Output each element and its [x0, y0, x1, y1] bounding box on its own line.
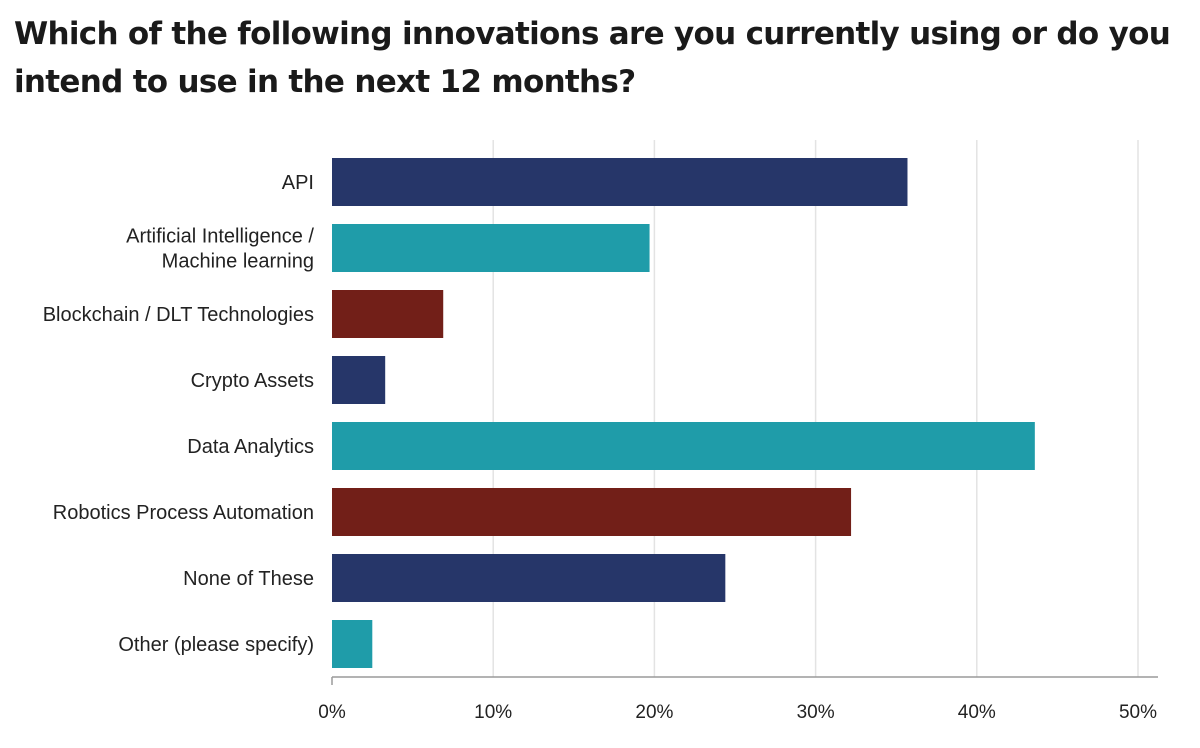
chart-title: Which of the following innovations are y… — [14, 16, 1171, 100]
bar — [332, 422, 1035, 470]
bar — [332, 356, 386, 404]
category-label: Robotics Process Automation — [53, 502, 314, 524]
bar — [332, 224, 650, 272]
category-label: Machine learning — [162, 251, 314, 273]
x-tick-label: 30% — [797, 702, 835, 723]
x-tick-label: 50% — [1119, 702, 1157, 723]
x-tick-label: 40% — [958, 702, 996, 723]
category-label: Crypto Assets — [191, 370, 314, 392]
bar — [332, 620, 373, 668]
x-tick-label: 20% — [635, 702, 673, 723]
category-label: API — [282, 172, 314, 194]
bar — [332, 488, 852, 536]
category-label: Blockchain / DLT Technologies — [43, 304, 314, 326]
bar — [332, 158, 908, 206]
category-label: None of These — [183, 568, 314, 590]
bar — [332, 290, 444, 338]
category-label: Data Analytics — [187, 436, 314, 458]
category-label: Artificial Intelligence / — [126, 226, 314, 248]
bar — [332, 554, 726, 602]
x-tick-label: 10% — [474, 702, 512, 723]
category-label: Other (please specify) — [118, 634, 314, 656]
x-tick-label: 0% — [318, 702, 346, 723]
